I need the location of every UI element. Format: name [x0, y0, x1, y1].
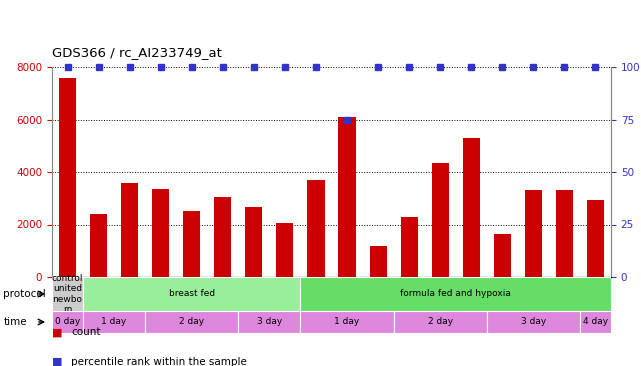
Text: ■: ■: [52, 356, 63, 366]
Bar: [59, 78, 76, 277]
Bar: [52, 311, 83, 333]
Bar: [301, 311, 394, 333]
Bar: [580, 311, 611, 333]
Bar: [301, 277, 611, 311]
Bar: [83, 277, 301, 311]
Bar: [214, 197, 231, 277]
Text: formula fed and hypoxia: formula fed and hypoxia: [400, 290, 511, 299]
Text: control
united
newbo
rn: control united newbo rn: [52, 274, 83, 314]
Text: 2 day: 2 day: [428, 317, 453, 326]
Bar: [338, 117, 356, 277]
Bar: [556, 190, 573, 277]
Text: 0 day: 0 day: [55, 317, 80, 326]
Bar: [370, 246, 387, 277]
Text: time: time: [3, 317, 27, 327]
Bar: [308, 180, 324, 277]
Bar: [525, 190, 542, 277]
Bar: [145, 311, 238, 333]
Bar: [487, 311, 580, 333]
Bar: [494, 234, 511, 277]
Bar: [83, 311, 145, 333]
Text: 3 day: 3 day: [257, 317, 282, 326]
Bar: [121, 183, 138, 277]
Text: 4 day: 4 day: [583, 317, 608, 326]
Bar: [246, 208, 262, 277]
Text: 1 day: 1 day: [335, 317, 360, 326]
Bar: [587, 199, 604, 277]
Bar: [401, 217, 418, 277]
Bar: [52, 277, 83, 311]
Text: breast fed: breast fed: [169, 290, 215, 299]
Text: protocol: protocol: [3, 289, 46, 299]
Text: 2 day: 2 day: [179, 317, 204, 326]
Text: ■: ■: [52, 327, 63, 337]
Text: 1 day: 1 day: [101, 317, 127, 326]
Bar: [394, 311, 487, 333]
Bar: [238, 311, 301, 333]
Text: 3 day: 3 day: [520, 317, 546, 326]
Text: percentile rank within the sample: percentile rank within the sample: [71, 356, 247, 366]
Bar: [276, 223, 294, 277]
Bar: [431, 163, 449, 277]
Bar: [463, 138, 480, 277]
Bar: [90, 214, 107, 277]
Bar: [152, 189, 169, 277]
Text: GDS366 / rc_AI233749_at: GDS366 / rc_AI233749_at: [52, 46, 222, 59]
Bar: [183, 212, 200, 277]
Text: count: count: [71, 327, 101, 337]
